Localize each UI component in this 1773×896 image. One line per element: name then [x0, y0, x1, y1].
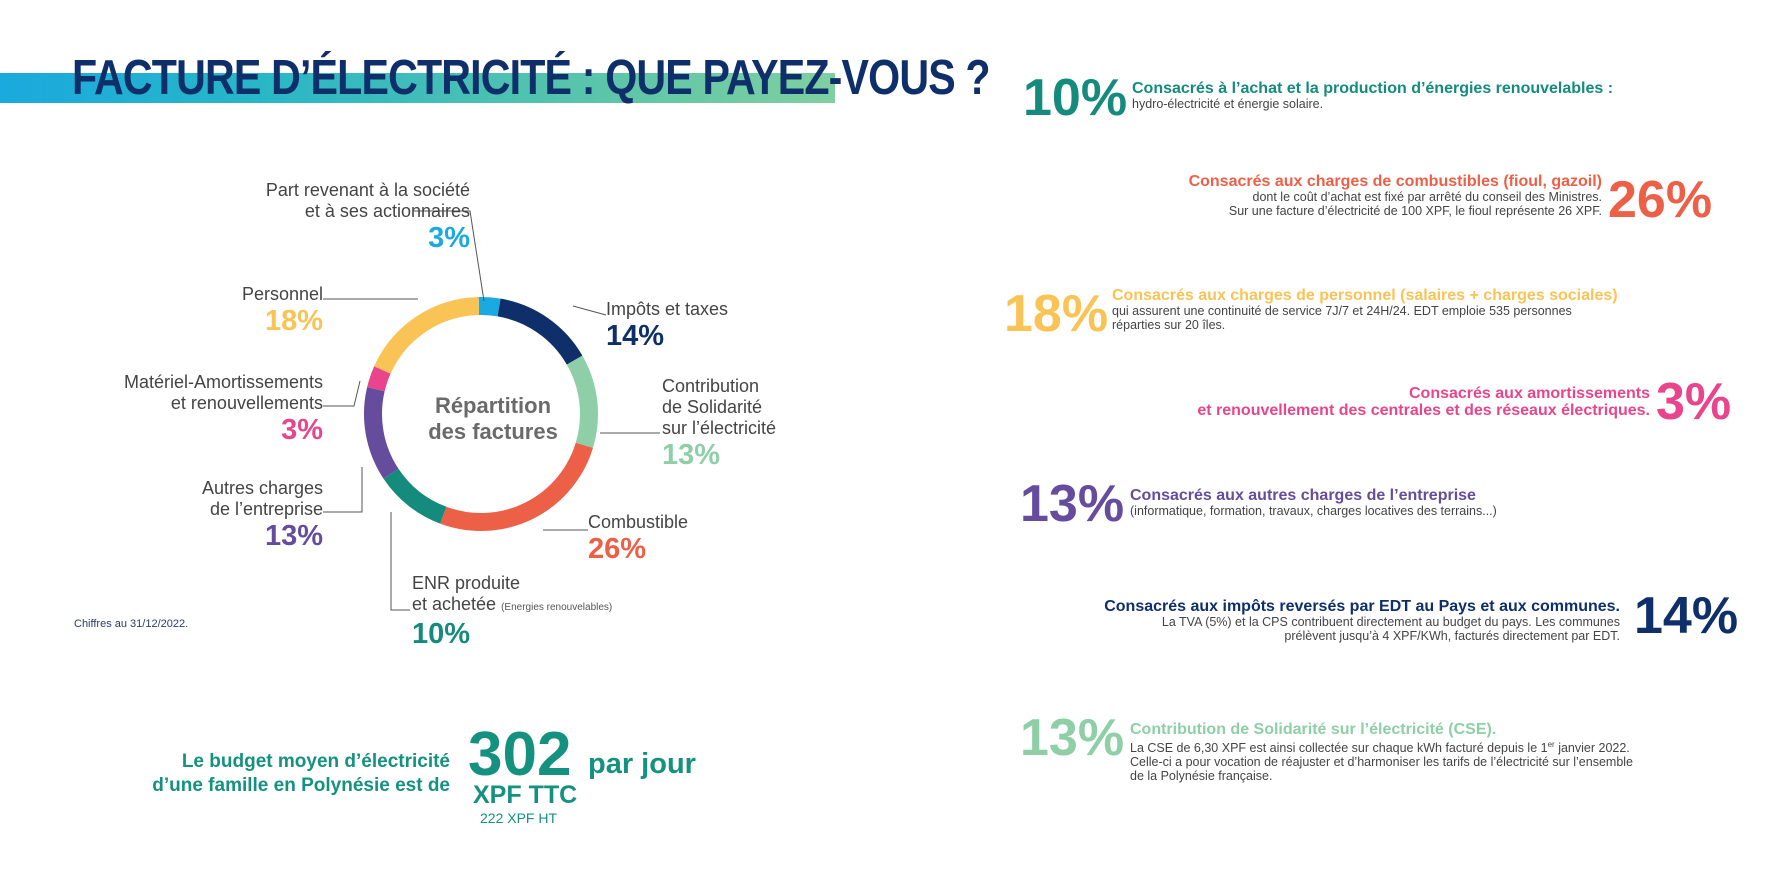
donut-slice-amort — [367, 366, 391, 392]
slice-label-taxes: Impôts et taxes 14% — [606, 299, 729, 352]
title-underline-bar — [0, 73, 835, 103]
item-4-pct: 3% — [1656, 373, 1732, 431]
budget-amount: 302 — [468, 720, 572, 789]
leader-line-amort — [323, 380, 361, 407]
donut-slice-share — [478, 297, 501, 317]
item-2-pct: 26% — [1608, 171, 1713, 229]
item-2-text: Consacrés aux charges de combustibles (f… — [1188, 173, 1602, 218]
item-3-text: Consacrés aux charges de personnel (sala… — [1112, 287, 1618, 332]
item-7-text: Contribution de Solidarité sur l’électri… — [1130, 721, 1634, 784]
item-3-pct: 18% — [1004, 285, 1109, 343]
slice-label-amort: Matériel-Amortissements et renouvellemen… — [123, 372, 323, 446]
item-5-text: Consacrés aux autres charges de l’entrep… — [1130, 487, 1497, 518]
slice-label-other: Autres charges de l’entreprise 13% — [201, 478, 323, 552]
leader-line-share — [414, 210, 485, 302]
budget-unit: XPF TTC — [473, 781, 578, 809]
donut-slice-staff — [374, 297, 480, 374]
donut-slice-other — [364, 387, 399, 479]
slice-label-cse: Contribution de Solidarité sur l’électri… — [662, 376, 777, 471]
item-4-text: Consacrés aux amortissements et renouvel… — [1197, 385, 1650, 419]
item-6-text: Consacrés aux impôts reversés par EDT au… — [1104, 598, 1620, 643]
slice-label-fuel: Combustible 26% — [588, 512, 689, 565]
budget-ht: 222 XPF HT — [480, 810, 558, 826]
leader-line-other — [323, 467, 363, 513]
item-7-pct: 13% — [1020, 709, 1125, 767]
page-title: FACTURE D’ÉLECTRICITÉ : QUE PAYEZ-VOUS ? — [72, 51, 991, 105]
leader-line-taxes — [572, 305, 607, 316]
item-1-text: Consacrés à l’achat et la production d’é… — [1132, 80, 1614, 111]
item-1-pct: 10% — [1023, 69, 1128, 127]
donut-slice-cse — [566, 355, 598, 448]
donut-center-label: Répartition des factures — [428, 393, 558, 444]
item-5-pct: 13% — [1020, 475, 1125, 533]
slice-label-share: Part revenant à la société et à ses acti… — [265, 180, 470, 254]
slice-label-staff: Personnel 18% — [241, 284, 323, 337]
budget-text: Le budget moyen d’électricité d’une fami… — [152, 751, 450, 796]
budget-per-day: par jour — [588, 748, 696, 780]
date-note: Chiffres au 31/12/2022. — [74, 618, 189, 630]
donut-slice-enr — [383, 468, 447, 524]
donut-slice-fuel — [440, 442, 593, 531]
donut-slice-taxes — [497, 298, 583, 365]
slice-label-enr: ENR produite et achetée (Energies renouv… — [412, 573, 613, 650]
leader-line-enr — [390, 512, 410, 611]
item-6-pct: 14% — [1634, 587, 1739, 645]
